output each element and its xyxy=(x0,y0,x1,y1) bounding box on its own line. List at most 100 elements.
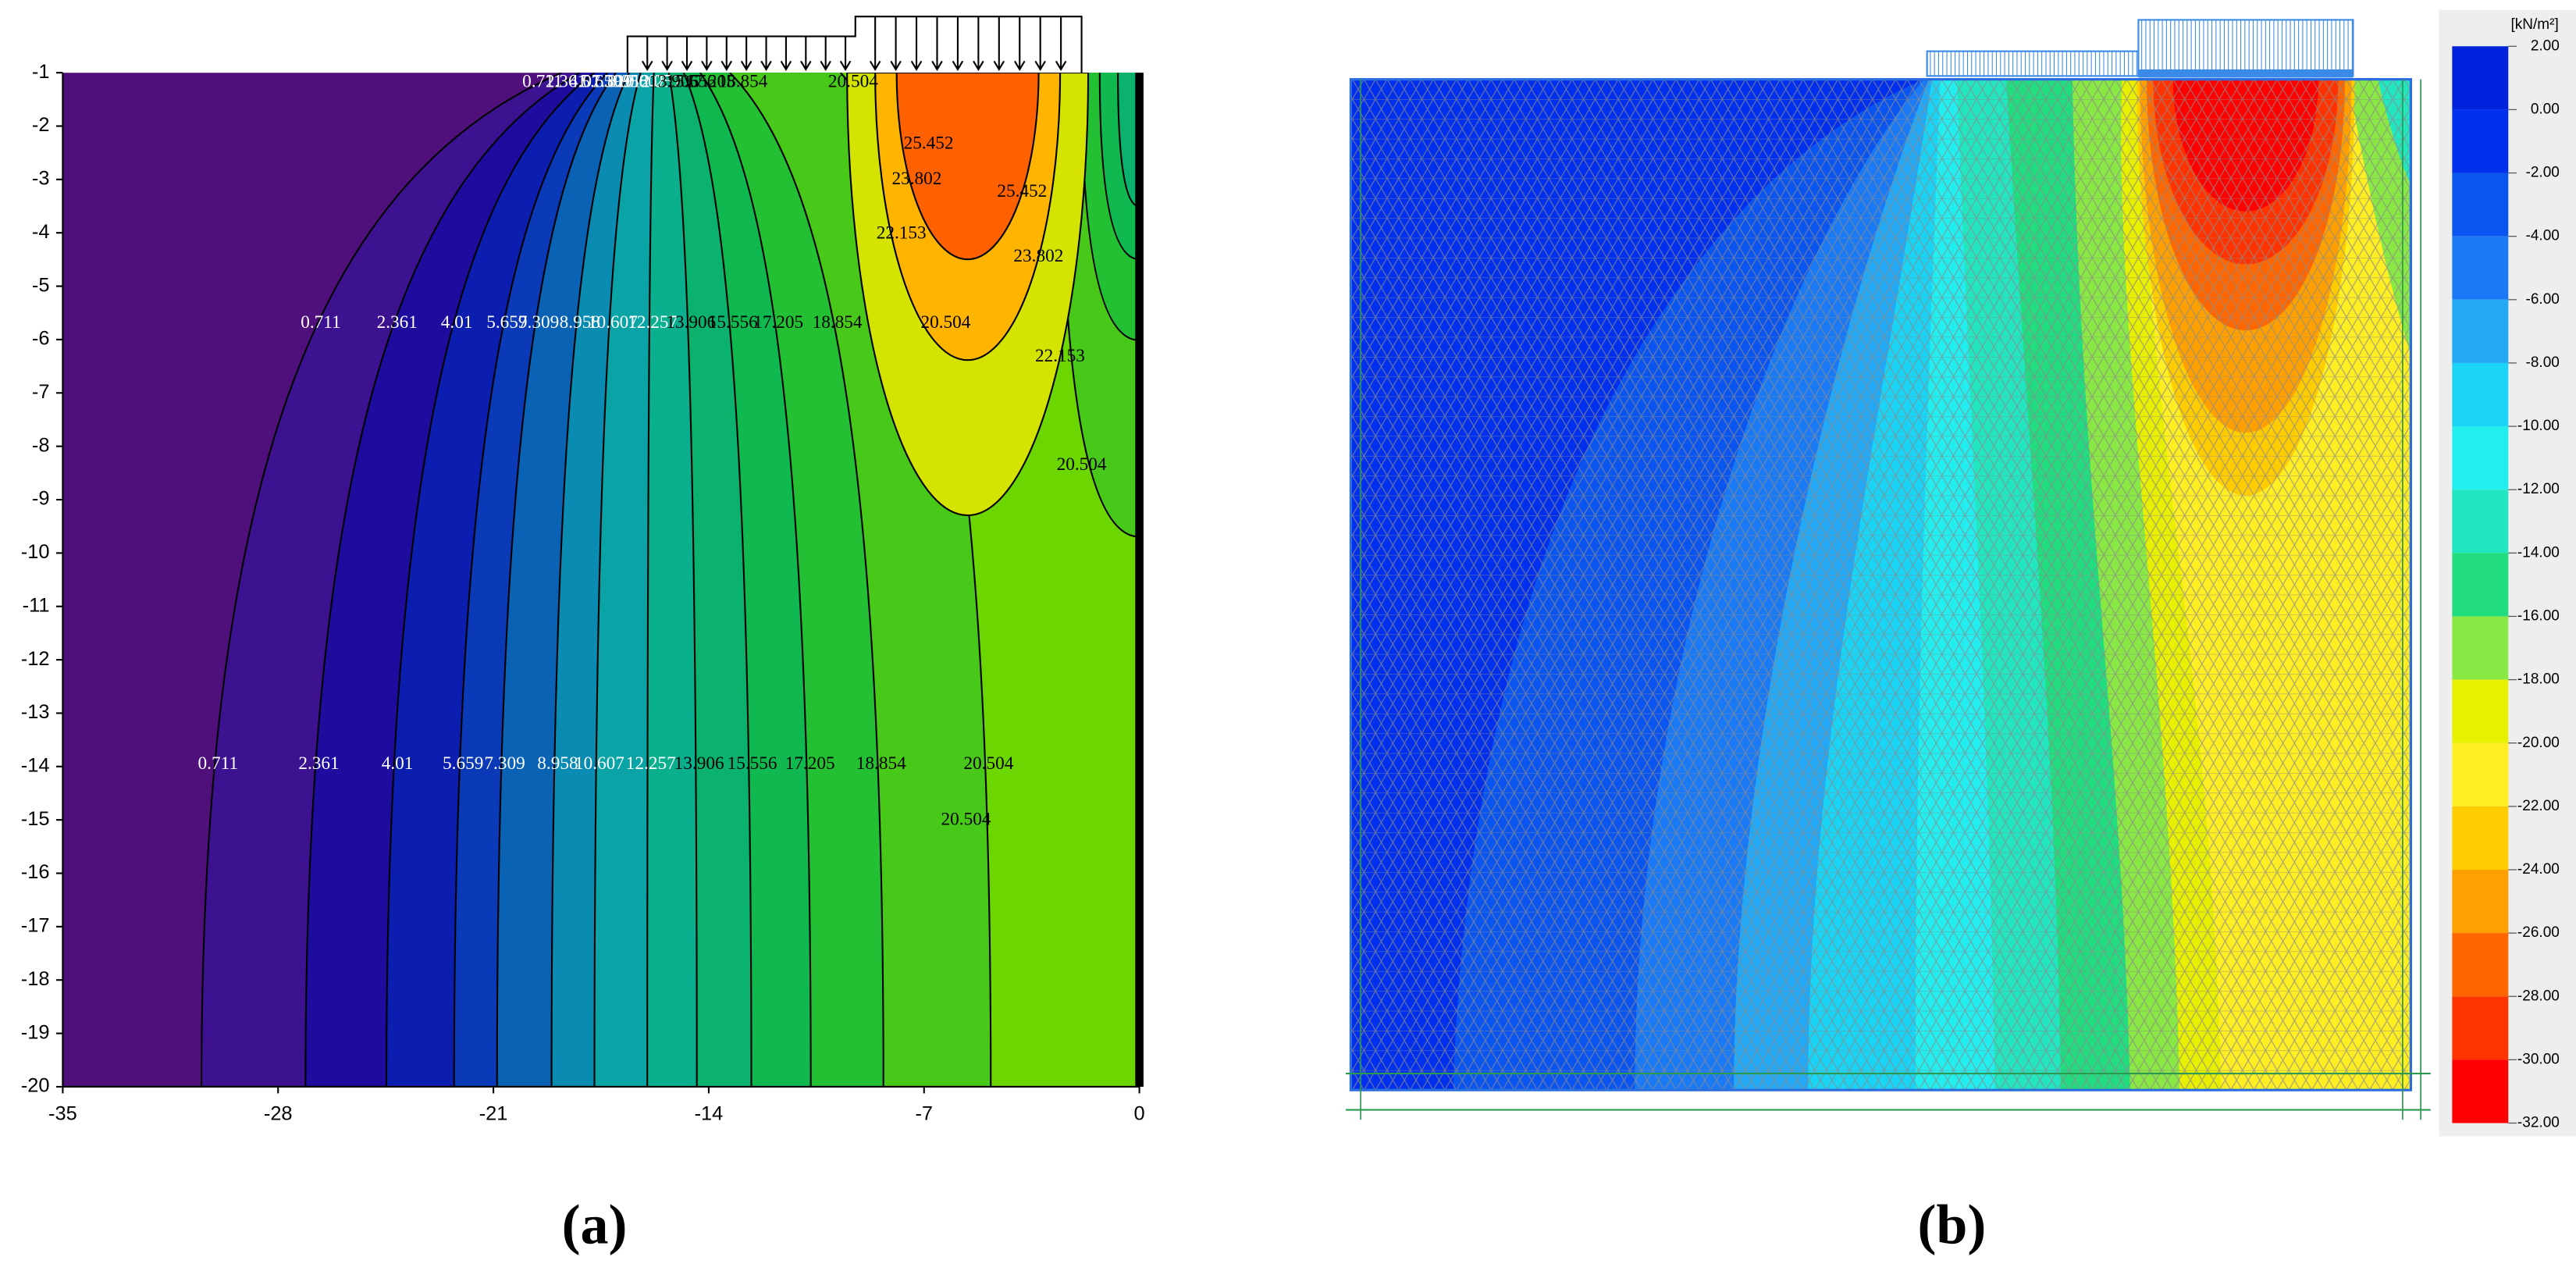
model-border xyxy=(1349,78,2413,1091)
colorbar-tick-label: -8.00 xyxy=(2526,354,2560,371)
colorbar-tick-label: -2.00 xyxy=(2526,165,2560,181)
colorbar-band xyxy=(2452,236,2509,300)
contour-label: 23.802 xyxy=(891,169,941,189)
contour-line xyxy=(729,73,884,1087)
colorbar-tick-label: -20.00 xyxy=(2517,735,2560,751)
y-tick-label: -19 xyxy=(21,1021,50,1043)
contour-label: 2.361 xyxy=(546,72,586,92)
y-tick-label: -12 xyxy=(21,648,50,670)
contour-label: 13.906 xyxy=(649,72,699,92)
colorbar-tick-label: 0.00 xyxy=(2531,101,2560,117)
contour-label: 4.01 xyxy=(382,753,414,774)
colorbar-band xyxy=(2452,109,2509,173)
colorbar-band xyxy=(2452,679,2509,743)
colorbar-band xyxy=(2452,173,2509,237)
load-arrow xyxy=(800,36,812,71)
contour-line xyxy=(201,73,562,1087)
load-arrow xyxy=(890,16,902,71)
contour-label: 20.504 xyxy=(828,72,878,92)
contour-label: 0.711 xyxy=(198,753,238,774)
y-tick-label: -9 xyxy=(32,488,50,510)
x-tick-label: 0 xyxy=(1134,1103,1145,1125)
contour-label: 2.361 xyxy=(298,753,339,774)
y-tick-label: -17 xyxy=(21,915,50,937)
y-tick-label: -15 xyxy=(21,808,50,830)
load-arrow xyxy=(641,36,653,71)
contour-label: 22.153 xyxy=(1035,346,1085,366)
colorbar-band xyxy=(2452,1059,2509,1123)
colorbar-tick-label: -4.00 xyxy=(2526,228,2560,244)
colorbar-tick-label: -32.00 xyxy=(2517,1115,2560,1131)
y-tick-label: -1 xyxy=(32,61,50,83)
contour-line xyxy=(699,73,812,1087)
load-arrow xyxy=(701,36,713,71)
load-arrow xyxy=(681,36,693,71)
plot-area xyxy=(62,73,1140,1087)
contour-label: 7.309 xyxy=(484,753,525,774)
x-tick-label: -21 xyxy=(479,1103,508,1125)
load-arrow xyxy=(1013,16,1026,71)
load-arrow xyxy=(931,16,943,71)
contour-label: 18.854 xyxy=(856,753,906,774)
contour-label: 10.607 xyxy=(575,753,624,774)
mesh xyxy=(1350,79,2411,1091)
load-arrow xyxy=(1034,16,1046,71)
contour-label: 25.452 xyxy=(997,181,1047,201)
colorbar-band xyxy=(2452,806,2509,870)
colorbar-tick-label: -6.00 xyxy=(2526,291,2560,308)
contour-line xyxy=(646,73,655,1087)
contour-label: 4.01 xyxy=(569,72,601,92)
load-arrow xyxy=(910,16,923,71)
contour-line xyxy=(304,73,581,1087)
colorbar-tick-label: -14.00 xyxy=(2517,544,2560,561)
contour-line xyxy=(1117,73,1140,208)
y-tick-label: -5 xyxy=(32,274,50,296)
colorbar-tick-label: -30.00 xyxy=(2517,1051,2560,1067)
y-tick-label: -18 xyxy=(21,968,50,990)
contour-label: 5.659 xyxy=(486,312,527,333)
colorbar-tick-label: -28.00 xyxy=(2517,988,2560,1004)
load-arrow xyxy=(720,36,733,71)
contour-label: 20.504 xyxy=(941,810,991,830)
contour-label: 23.802 xyxy=(1013,246,1063,266)
colorbar-band xyxy=(2452,933,2509,997)
panel-b: [kN/m²] 2.00 0.00 -2.00 -4.00 -6.00 -8.00 -10.0… xyxy=(1346,9,2576,1137)
y-tick-label: -8 xyxy=(32,434,50,456)
colorbar-label: [kN/m²] xyxy=(2510,16,2558,33)
contour-label: 17.205 xyxy=(753,312,803,333)
contour-label: 20.504 xyxy=(920,312,970,333)
colorbar-tick-label: 2.00 xyxy=(2531,37,2560,54)
colorbar-tick-label: -26.00 xyxy=(2517,924,2560,941)
contour-label: 0.711 xyxy=(522,72,562,92)
colorbar-band xyxy=(2452,46,2509,110)
contour-label: 10.607 xyxy=(616,72,666,92)
contour-label: 13.906 xyxy=(666,312,716,333)
contour-label: 10.607 xyxy=(588,312,638,333)
load-arrow xyxy=(952,16,964,71)
colorbar-band xyxy=(2452,616,2509,680)
y-tick-label: -14 xyxy=(21,755,50,777)
y-tick-label: -7 xyxy=(32,381,50,403)
colorbar-band xyxy=(2452,996,2509,1060)
colorbar-tick-label: -10.00 xyxy=(2517,418,2560,434)
y-tick-label: -3 xyxy=(32,168,50,190)
contour-line xyxy=(550,73,630,1087)
y-tick-label: -10 xyxy=(21,541,50,563)
contour-label: 2.361 xyxy=(377,312,418,333)
colorbar-band xyxy=(2452,869,2509,934)
contour-label: 4.01 xyxy=(441,312,473,333)
contour-label: 25.452 xyxy=(904,134,954,154)
contour-line xyxy=(667,73,698,1087)
x-tick-label: -7 xyxy=(915,1103,933,1125)
contour-line xyxy=(593,73,642,1087)
contour-label: 18.854 xyxy=(813,312,863,333)
colorbar-band xyxy=(2452,426,2509,490)
load-plate xyxy=(2138,69,2354,78)
colorbar-band xyxy=(2452,553,2509,617)
load-arrow xyxy=(780,36,792,71)
contour-label: 18.854 xyxy=(717,72,767,92)
contour-line xyxy=(682,73,753,1087)
contour-label: 5.659 xyxy=(443,753,483,774)
x-tick-label: -28 xyxy=(264,1103,293,1125)
